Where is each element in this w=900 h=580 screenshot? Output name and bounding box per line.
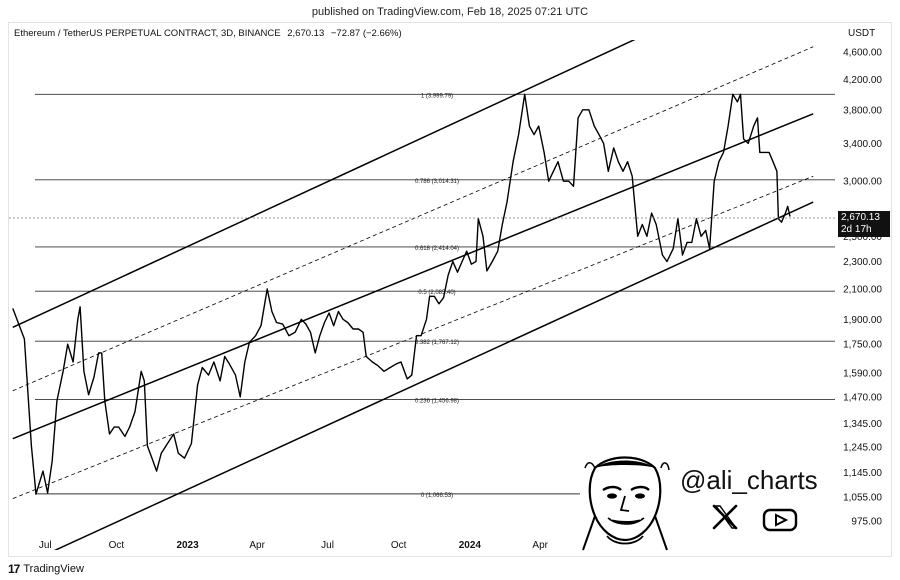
price-change: −72.87 (−2.66%) <box>330 28 402 39</box>
y-tick-label: 1,345.00 <box>843 419 882 430</box>
fib-level-label: 0.5 (2,085.40) <box>418 290 455 296</box>
fib-level-label: 0.786 (3,014.31) <box>415 179 459 185</box>
y-tick-label: 4,200.00 <box>843 75 882 86</box>
y-tick-label: 3,800.00 <box>843 105 882 116</box>
y-tick-label: 2,100.00 <box>843 285 882 296</box>
last-price: 2,670.13 <box>287 28 325 39</box>
fib-level-label: 0 (1,066.53) <box>421 493 453 499</box>
symbol-info[interactable]: Ethereum / TetherUS PERPETUAL CONTRACT, … <box>14 28 406 39</box>
price-line <box>12 93 791 495</box>
x-tick-label: Apr <box>532 540 548 551</box>
x-tick-label: Oct <box>391 540 407 551</box>
price-tag-value: 2,670.13 <box>841 212 880 223</box>
y-tick-label: 3,000.00 <box>843 177 882 188</box>
channel-line-dashed <box>12 175 814 499</box>
y-tick-label: 3,400.00 <box>843 139 882 150</box>
fibonacci-retracement[interactable]: 1 (3,999.79) 0.786 (3,014.31) 0.618 (2,414… <box>35 93 835 499</box>
chart-frame <box>8 22 892 557</box>
x-tick-label: 2024 <box>459 540 482 551</box>
x-tick-label: Oct <box>109 540 125 551</box>
currency-label: USDT <box>848 28 876 39</box>
y-tick-label: 1,590.00 <box>843 369 882 380</box>
price-tag-countdown: 2d 17h <box>841 224 872 235</box>
youtube-icon[interactable] <box>762 508 798 532</box>
y-tick-label: 4,600.00 <box>843 48 882 59</box>
y-tick-label: 1,055.00 <box>843 493 882 504</box>
time-axis[interactable]: Jul Oct 2023 Apr Jul Oct 2024 Apr <box>39 540 549 551</box>
x-tick-label: Jul <box>321 540 334 551</box>
x-logo-icon[interactable] <box>710 502 740 532</box>
tradingview-footer[interactable]: 17 TradingView <box>8 560 84 578</box>
y-tick-label: 1,470.00 <box>843 392 882 403</box>
last-price-tag: 2,670.13 2d 17h <box>838 211 890 237</box>
y-tick-label: 2,500.00 <box>843 232 882 243</box>
fib-level-label: 0.618 (2,414.04) <box>415 246 459 252</box>
x-tick-label: Apr <box>249 540 265 551</box>
channel-line-dashed <box>12 46 814 392</box>
tradingview-logo-icon: 17 <box>8 562 20 576</box>
author-handle: @ali_charts <box>680 465 818 495</box>
channel-line-solid <box>12 113 814 440</box>
fib-level-label: 1 (3,999.79) <box>421 93 453 99</box>
channel-line-solid <box>12 40 636 329</box>
x-tick-label: Jul <box>39 540 52 551</box>
x-tick-label: 2023 <box>176 540 199 551</box>
y-tick-label: 2,300.00 <box>843 257 882 268</box>
fib-level-label: 0.382 (1,767.12) <box>415 340 459 346</box>
y-tick-label: 1,900.00 <box>843 315 882 326</box>
y-tick-label: 1,750.00 <box>843 340 882 351</box>
trend-channel[interactable] <box>12 0 814 570</box>
symbol-name: Ethereum / TetherUS PERPETUAL CONTRACT, … <box>14 28 281 39</box>
y-tick-label: 1,145.00 <box>843 468 882 479</box>
avatar-illustration <box>582 456 670 551</box>
fib-level-label: 0.236 (1,456.98) <box>415 399 459 405</box>
tradingview-brand: TradingView <box>23 563 84 575</box>
channel-line-solid <box>53 201 814 550</box>
y-tick-label: 975.00 <box>851 517 882 528</box>
y-tick-label: 1,245.00 <box>843 443 882 454</box>
price-series[interactable] <box>12 93 791 495</box>
published-header: published on TradingView.com, Feb 18, 20… <box>311 6 589 18</box>
price-axis[interactable]: 975.00 1,055.00 1,145.00 1,245.00 1,345.00 1,… <box>843 48 882 528</box>
